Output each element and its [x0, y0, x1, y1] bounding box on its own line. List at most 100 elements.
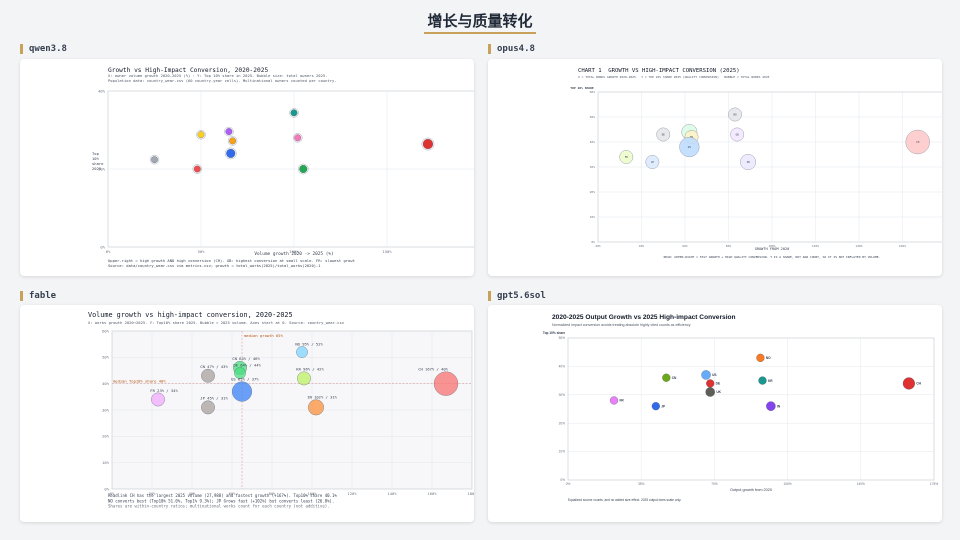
data-point	[290, 109, 298, 117]
y-tick-label: 30%	[590, 165, 596, 169]
y-tick-label: 30%	[559, 393, 566, 397]
chart-subtitle: X = TOTAL WORKS GROWTH 2020-2025 Y = TOP…	[578, 75, 770, 79]
page-title: 增长与质量转化	[427, 12, 533, 30]
chart-title: Growth vs High-Impact Conversion, 2020-2…	[108, 67, 268, 74]
x-tick-label: 120%	[812, 244, 819, 248]
y-tick-label: 60%	[590, 90, 596, 94]
data-point-ring	[149, 154, 160, 165]
y-tick-label: 20%	[98, 166, 106, 171]
chart-svg-qwen3.8: Growth vs High-Impact Conversion, 2020-2…	[92, 67, 474, 268]
y-tick-label: 0%	[100, 244, 105, 249]
x-axis-label: Output growth from 2020	[730, 488, 772, 492]
data-point-ring	[421, 137, 435, 151]
data-point-ring	[196, 130, 206, 140]
chart-card-opus: CHART 1 GROWTH VS HIGH-IMPACT CONVERSION…	[488, 59, 942, 276]
point-label: NO	[766, 356, 771, 360]
data-point	[756, 353, 765, 362]
y-axis-label-part: 2025	[92, 166, 101, 171]
data-point-ring	[227, 136, 238, 146]
data-point	[225, 128, 233, 136]
data-point	[422, 138, 434, 150]
data-point	[679, 136, 700, 158]
point-label: IN	[747, 160, 751, 164]
data-point	[226, 148, 236, 158]
chart-footer: READ: UPPER-RIGHT = FAST GROWTH + HIGH Q…	[664, 255, 881, 259]
x-tick-label: 140%	[855, 244, 862, 248]
data-point	[299, 165, 308, 174]
point-label: CN 64% / 46%	[232, 356, 260, 361]
panel-label-gpt: gpt5.6sol	[488, 291, 546, 301]
chart-subtitle: Population data: country_wear.csv (60 co…	[108, 78, 337, 83]
point-label: FR	[625, 155, 629, 159]
x-tick-label: 175%	[930, 482, 938, 486]
x-tick-label: 120%	[347, 491, 357, 496]
y-tick-label: 40%	[102, 381, 110, 386]
point-label: CN	[672, 376, 677, 380]
data-point	[151, 392, 165, 407]
chart-subtitle: Normalized impact conversion avoids trea…	[552, 323, 691, 327]
point-label: US	[688, 145, 692, 149]
x-tick-label: 0%	[110, 491, 115, 496]
x-tick-label: 105%	[784, 482, 792, 486]
x-tick-label: 0%	[106, 249, 111, 254]
chart-footer: Shares are within-country ratios; multin…	[108, 504, 330, 509]
chart-card-qwen: Growth vs High-Impact Conversion, 2020-2…	[20, 59, 474, 276]
y-tick-label: 50%	[102, 355, 110, 360]
data-point	[619, 150, 634, 164]
y-tick-label: 10%	[559, 450, 566, 454]
data-point-ring	[293, 133, 303, 143]
chart-card-gpt: 2020-2025 Output Growth vs 2025 High-imp…	[488, 305, 942, 522]
data-point	[706, 379, 715, 388]
point-label: CH	[916, 382, 921, 386]
x-tick-label: 100%	[768, 244, 775, 248]
y-tick-label: 40%	[590, 140, 596, 144]
y-axis-label-part: share	[92, 161, 104, 166]
plot-area	[567, 337, 935, 481]
data-point	[201, 400, 215, 415]
x-tick-label: 20%	[595, 244, 601, 248]
point-label: KR	[690, 135, 694, 139]
point-label: DE	[662, 133, 666, 137]
chart-svg-gpt5.6sol: 2020-2025 Output Growth vs 2025 High-imp…	[543, 314, 938, 502]
point-label: GB	[736, 133, 740, 137]
point-label: FR 23% / 34%	[150, 388, 178, 393]
point-label: FR	[619, 399, 624, 403]
point-label: CN 47% / 43%	[200, 364, 228, 369]
chart-title: CHART 1 GROWTH VS HIGH-IMPACT CONVERSION…	[578, 68, 740, 74]
panel-label-opus: opus4.8	[488, 44, 535, 54]
median-growth-label: median growth 65%	[244, 333, 284, 338]
data-point	[197, 131, 205, 139]
point-label: CH	[916, 140, 920, 144]
data-point-ring	[225, 147, 237, 160]
data-point	[609, 396, 619, 405]
x-tick-label: 60%	[682, 244, 688, 248]
y-tick-label: 40%	[98, 88, 106, 93]
y-tick-label: 50%	[559, 336, 566, 340]
data-point-ring	[192, 164, 202, 174]
chart-svg-opus4.8: CHART 1 GROWTH VS HIGH-IMPACT CONVERSION…	[570, 68, 942, 259]
data-point	[705, 387, 715, 397]
x-tick-label: 150%	[382, 249, 392, 254]
chart-footer: Source: data/country_wear.csv via metric…	[108, 263, 321, 268]
data-point	[730, 127, 745, 142]
x-tick-label: 40%	[639, 244, 645, 248]
x-tick-label: 60%	[229, 491, 237, 496]
x-tick-label: 100%	[307, 491, 317, 496]
y-tick-label: 0%	[104, 486, 109, 491]
data-point	[758, 376, 767, 385]
data-point	[902, 377, 915, 390]
y-tick-label: 60%	[102, 328, 110, 333]
x-tick-label: 140%	[857, 482, 865, 486]
x-tick-label: 160%	[427, 491, 437, 496]
chart-title: 2020-2025 Output Growth vs 2025 High-imp…	[552, 314, 736, 321]
y-tick-label: 10%	[102, 460, 110, 465]
data-point	[662, 373, 671, 382]
data-point-ring	[289, 108, 299, 118]
data-point-ring	[298, 163, 309, 175]
chart-subtitle: X: owner volume growth 2020-2025 (%) · Y…	[108, 73, 327, 78]
point-label: NO 95% / 52%	[295, 341, 323, 346]
data-point	[766, 401, 776, 411]
y-tick-label: 40%	[559, 364, 566, 368]
x-tick-label: 50%	[198, 249, 206, 254]
data-point	[740, 154, 757, 170]
